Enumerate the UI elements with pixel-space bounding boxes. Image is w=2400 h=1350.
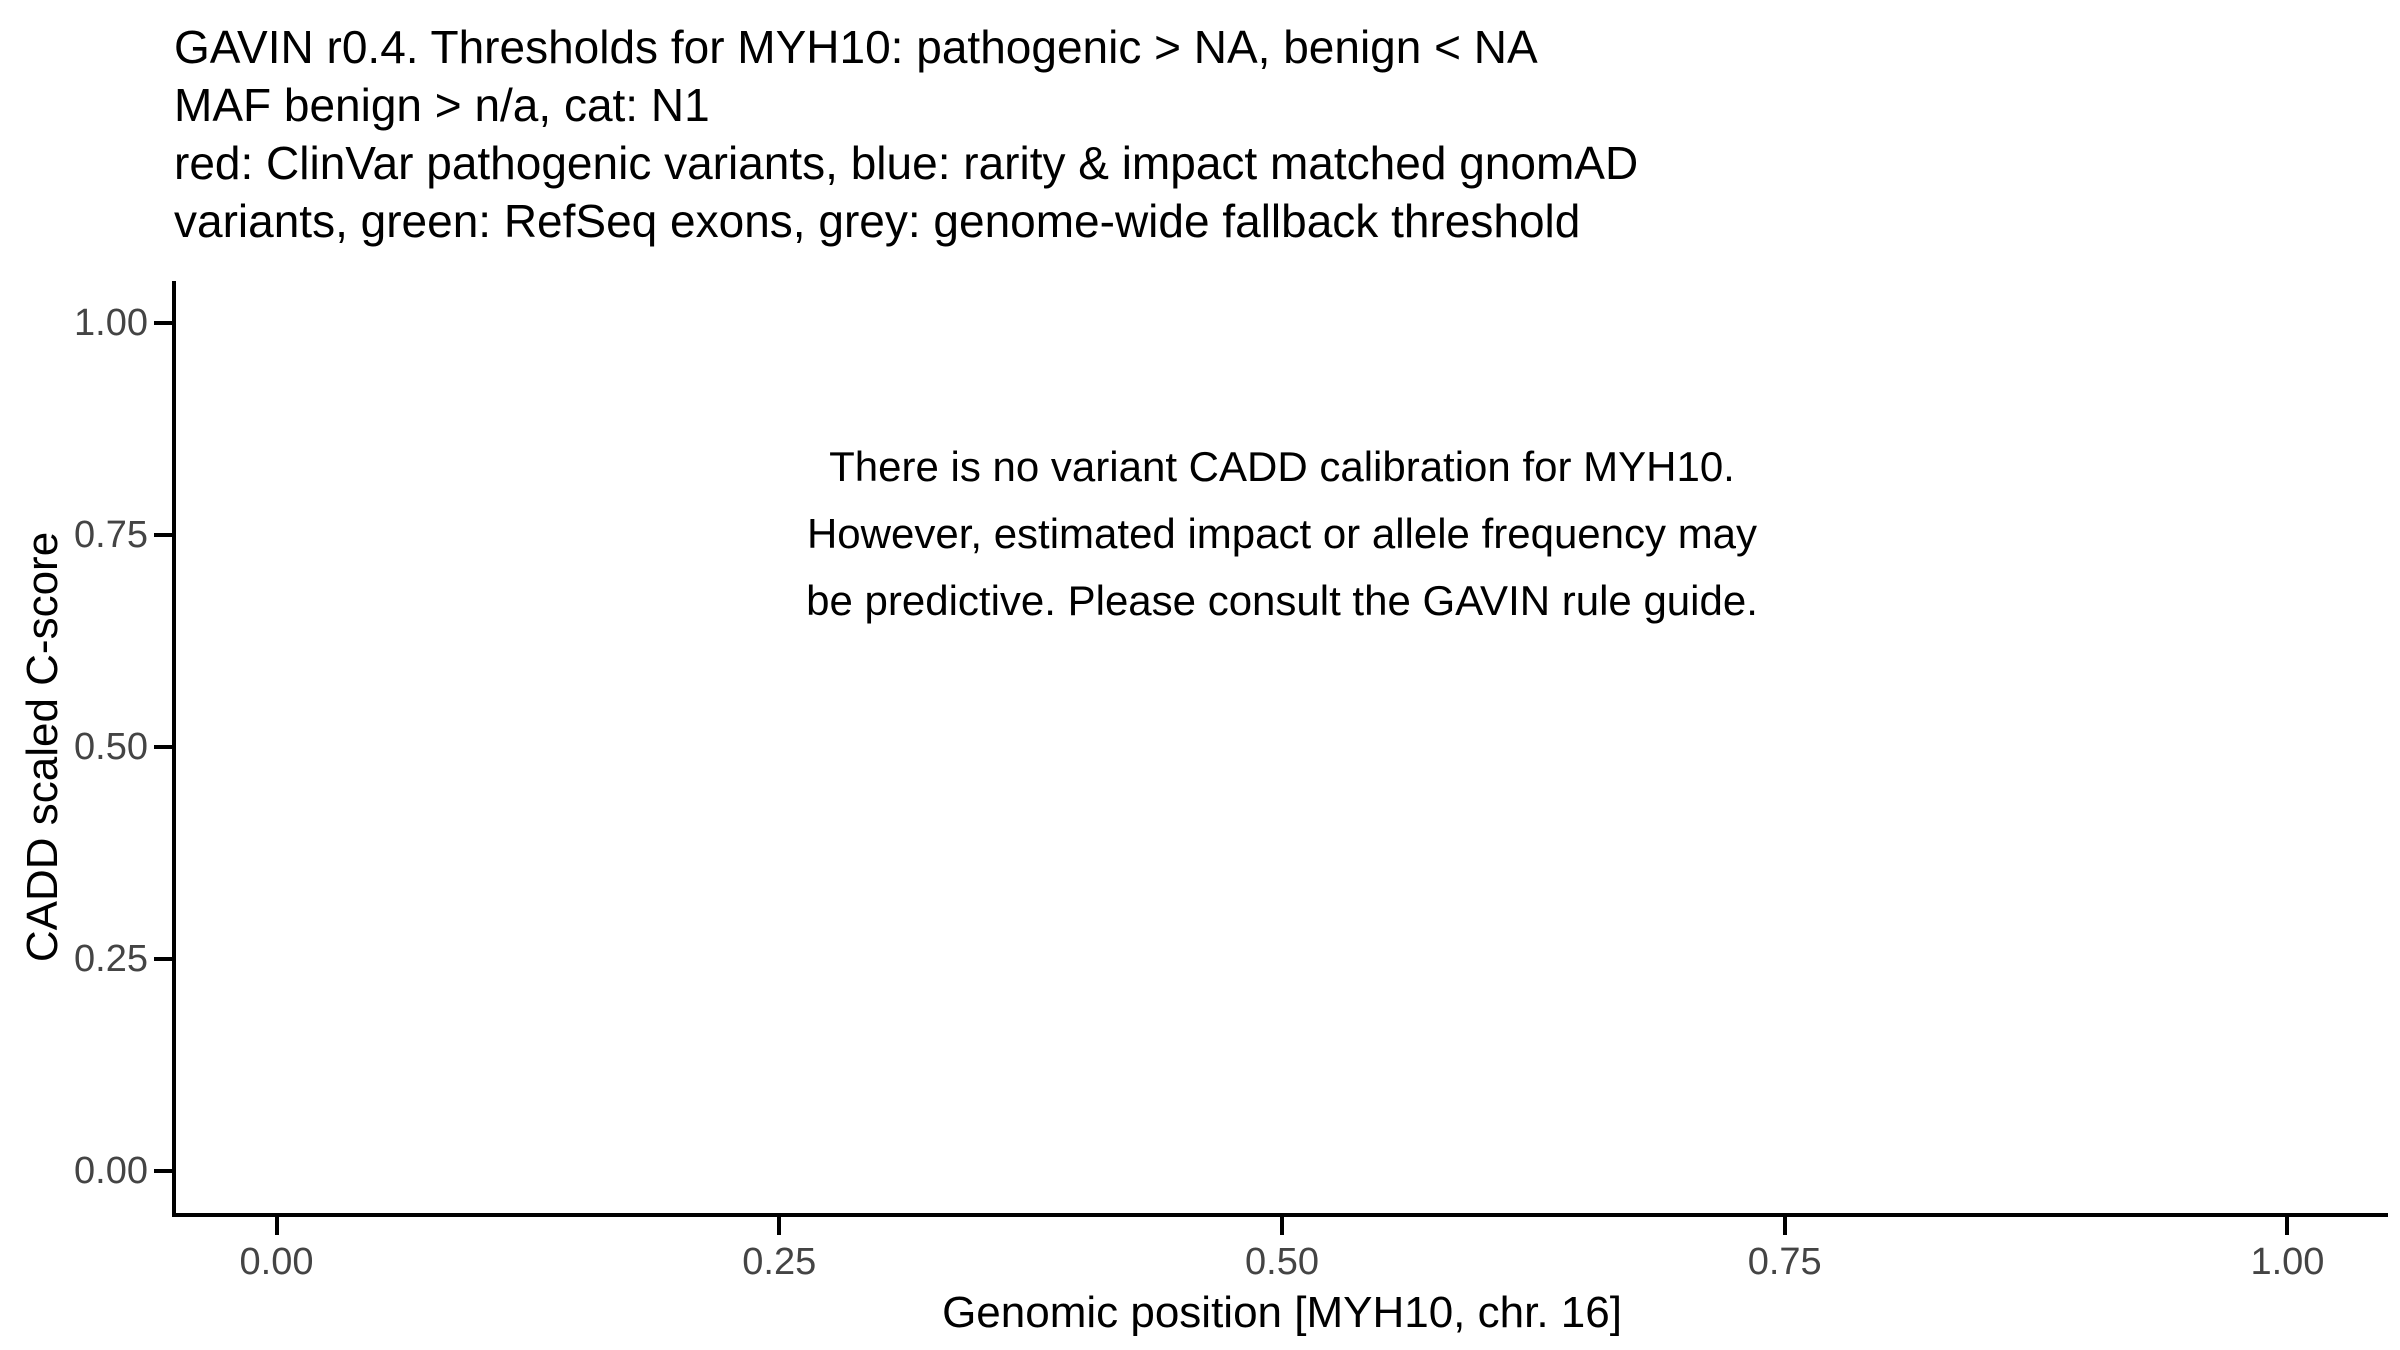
no-calibration-message-line-1: There is no variant CADD calibration for… [829,443,1735,490]
chart-title: GAVIN r0.4. Thresholds for MYH10: pathog… [174,18,1638,250]
y-axis-title: CADD scaled C-score [18,531,67,963]
no-calibration-message-line-3: be predictive. Please consult the GAVIN … [806,577,1758,624]
y-tick-label: 0.00 [74,1149,148,1192]
y-tick-label: 0.75 [74,514,148,557]
x-tick-label: 0.25 [742,1241,817,1283]
chart-title-line-1: GAVIN r0.4. Thresholds for MYH10: pathog… [174,21,1538,73]
x-tick-label: 1.00 [2250,1241,2325,1283]
chart-title-line-4: variants, green: RefSeq exons, grey: gen… [174,195,1581,247]
y-tick-mark-0.50 [154,745,172,749]
x-tick-mark-0.25 [777,1217,782,1235]
x-tick-label: 0.50 [1245,1241,1319,1283]
plot-panel: 0.00 0.25 0.50 0.75 1.00 0.00 0.25 0.50 … [74,281,2388,1281]
y-tick-label: 0.25 [74,937,148,980]
x-tick-label: 0.75 [1747,1241,1822,1283]
y-tick-label: 0.50 [74,726,148,768]
x-axis-title: Genomic position [MYH10, chr. 16] [942,1288,1622,1337]
y-tick-mark-0.75 [154,533,172,538]
y-tick-label: 1.00 [74,302,148,345]
x-tick-mark-0.50 [1280,1217,1284,1235]
x-tick-mark-0.00 [274,1217,279,1235]
y-tick-mark-1.00 [154,321,172,326]
x-tick-label: 0.00 [239,1241,314,1283]
y-tick-mark-0.25 [154,956,172,961]
y-tick-mark-0.00 [154,1168,172,1173]
no-calibration-message-line-2: However, estimated impact or allele freq… [806,510,1758,557]
x-tick-mark-0.75 [1782,1217,1787,1235]
chart-title-line-3: red: ClinVar pathogenic variants, blue: … [174,137,1639,189]
no-calibration-message: There is no variant CADD calibration for… [806,433,1758,634]
x-tick-mark-1.00 [2285,1217,2290,1235]
chart-title-line-2: MAF benign > n/a, cat: N1 [174,79,710,131]
